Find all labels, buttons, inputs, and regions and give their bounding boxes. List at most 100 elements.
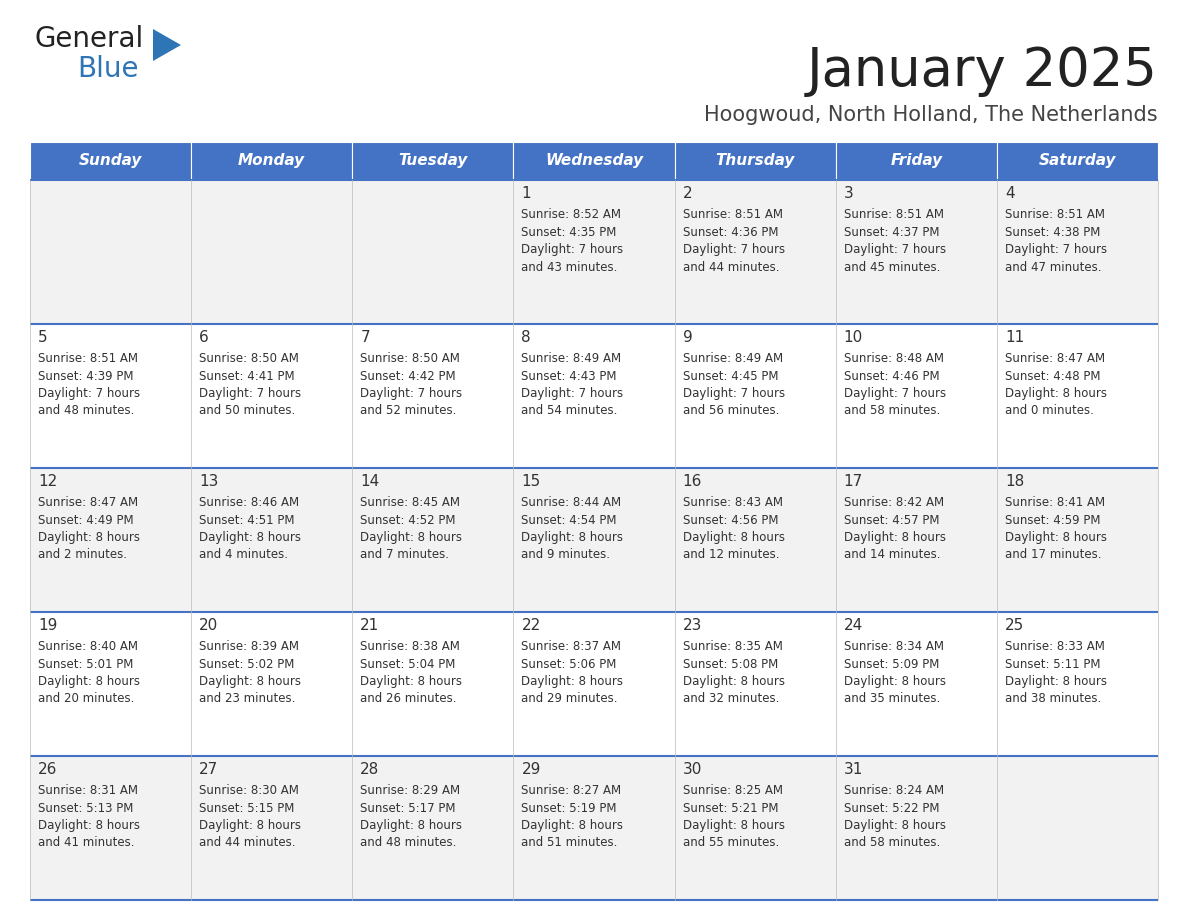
Text: 8: 8	[522, 330, 531, 345]
Text: and 14 minutes.: and 14 minutes.	[843, 548, 940, 562]
Text: Sunset: 5:09 PM: Sunset: 5:09 PM	[843, 657, 939, 670]
Text: Daylight: 8 hours: Daylight: 8 hours	[522, 819, 624, 832]
Text: Sunset: 4:51 PM: Sunset: 4:51 PM	[200, 513, 295, 527]
Text: Daylight: 8 hours: Daylight: 8 hours	[200, 531, 301, 544]
Text: Daylight: 7 hours: Daylight: 7 hours	[522, 243, 624, 256]
Text: Daylight: 7 hours: Daylight: 7 hours	[843, 243, 946, 256]
Text: and 52 minutes.: and 52 minutes.	[360, 405, 456, 418]
Text: Daylight: 8 hours: Daylight: 8 hours	[683, 675, 784, 688]
Text: and 43 minutes.: and 43 minutes.	[522, 261, 618, 274]
Text: and 41 minutes.: and 41 minutes.	[38, 836, 134, 849]
Text: Sunrise: 8:29 AM: Sunrise: 8:29 AM	[360, 784, 461, 797]
Text: 27: 27	[200, 762, 219, 777]
Text: and 0 minutes.: and 0 minutes.	[1005, 405, 1094, 418]
Text: and 38 minutes.: and 38 minutes.	[1005, 692, 1101, 706]
Text: and 26 minutes.: and 26 minutes.	[360, 692, 456, 706]
Text: Sunset: 5:17 PM: Sunset: 5:17 PM	[360, 801, 456, 814]
Text: Sunrise: 8:46 AM: Sunrise: 8:46 AM	[200, 496, 299, 509]
Bar	[835, 142, 997, 180]
Text: Sunrise: 8:44 AM: Sunrise: 8:44 AM	[522, 496, 621, 509]
Text: 30: 30	[683, 762, 702, 777]
Text: and 54 minutes.: and 54 minutes.	[522, 405, 618, 418]
Text: and 2 minutes.: and 2 minutes.	[38, 548, 127, 562]
Bar	[675, 142, 835, 180]
Text: Sunrise: 8:43 AM: Sunrise: 8:43 AM	[683, 496, 783, 509]
Text: Blue: Blue	[77, 55, 139, 83]
Text: 15: 15	[522, 474, 541, 489]
Bar	[191, 142, 353, 180]
Text: Monday: Monday	[238, 153, 305, 169]
Text: and 47 minutes.: and 47 minutes.	[1005, 261, 1101, 274]
Text: Sunrise: 8:50 AM: Sunrise: 8:50 AM	[200, 352, 299, 365]
Text: Hoogwoud, North Holland, The Netherlands: Hoogwoud, North Holland, The Netherlands	[704, 105, 1158, 125]
Text: Saturday: Saturday	[1038, 153, 1117, 169]
Text: and 58 minutes.: and 58 minutes.	[843, 405, 940, 418]
Bar	[30, 142, 191, 180]
Text: Daylight: 8 hours: Daylight: 8 hours	[1005, 531, 1107, 544]
Text: Daylight: 7 hours: Daylight: 7 hours	[1005, 243, 1107, 256]
Text: 3: 3	[843, 186, 853, 201]
Text: Sunrise: 8:38 AM: Sunrise: 8:38 AM	[360, 640, 460, 653]
Text: Sunrise: 8:51 AM: Sunrise: 8:51 AM	[1005, 208, 1105, 221]
Text: and 58 minutes.: and 58 minutes.	[843, 836, 940, 849]
Text: 22: 22	[522, 618, 541, 633]
Text: and 44 minutes.: and 44 minutes.	[200, 836, 296, 849]
Bar	[353, 142, 513, 180]
Text: Thursday: Thursday	[715, 153, 795, 169]
Text: 10: 10	[843, 330, 862, 345]
Text: Sunrise: 8:30 AM: Sunrise: 8:30 AM	[200, 784, 299, 797]
Text: Daylight: 8 hours: Daylight: 8 hours	[360, 675, 462, 688]
Text: Sunset: 4:36 PM: Sunset: 4:36 PM	[683, 226, 778, 239]
Text: 1: 1	[522, 186, 531, 201]
Text: and 50 minutes.: and 50 minutes.	[200, 405, 296, 418]
Text: and 45 minutes.: and 45 minutes.	[843, 261, 940, 274]
Text: 28: 28	[360, 762, 379, 777]
Text: Sunset: 5:08 PM: Sunset: 5:08 PM	[683, 657, 778, 670]
Text: Daylight: 8 hours: Daylight: 8 hours	[200, 819, 301, 832]
Text: Sunset: 4:42 PM: Sunset: 4:42 PM	[360, 370, 456, 383]
Text: and 29 minutes.: and 29 minutes.	[522, 692, 618, 706]
Text: Daylight: 8 hours: Daylight: 8 hours	[360, 819, 462, 832]
Text: 29: 29	[522, 762, 541, 777]
Text: Sunrise: 8:47 AM: Sunrise: 8:47 AM	[1005, 352, 1105, 365]
Text: Daylight: 8 hours: Daylight: 8 hours	[522, 675, 624, 688]
Text: Sunset: 5:11 PM: Sunset: 5:11 PM	[1005, 657, 1100, 670]
Text: Daylight: 8 hours: Daylight: 8 hours	[38, 531, 140, 544]
Text: 5: 5	[38, 330, 48, 345]
Text: and 55 minutes.: and 55 minutes.	[683, 836, 779, 849]
Text: Daylight: 8 hours: Daylight: 8 hours	[843, 675, 946, 688]
Text: Daylight: 8 hours: Daylight: 8 hours	[200, 675, 301, 688]
Text: Sunset: 4:39 PM: Sunset: 4:39 PM	[38, 370, 133, 383]
Text: Wednesday: Wednesday	[545, 153, 643, 169]
Text: 14: 14	[360, 474, 379, 489]
Text: Daylight: 7 hours: Daylight: 7 hours	[200, 387, 302, 400]
Bar	[30, 612, 1158, 756]
Text: Daylight: 8 hours: Daylight: 8 hours	[843, 819, 946, 832]
Text: Friday: Friday	[890, 153, 942, 169]
Text: and 32 minutes.: and 32 minutes.	[683, 692, 779, 706]
Text: Sunset: 5:21 PM: Sunset: 5:21 PM	[683, 801, 778, 814]
Text: Sunrise: 8:50 AM: Sunrise: 8:50 AM	[360, 352, 460, 365]
Text: and 20 minutes.: and 20 minutes.	[38, 692, 134, 706]
Text: Sunset: 4:45 PM: Sunset: 4:45 PM	[683, 370, 778, 383]
Bar	[513, 142, 675, 180]
Text: Sunrise: 8:24 AM: Sunrise: 8:24 AM	[843, 784, 943, 797]
Text: Sunset: 4:56 PM: Sunset: 4:56 PM	[683, 513, 778, 527]
Text: Sunrise: 8:34 AM: Sunrise: 8:34 AM	[843, 640, 943, 653]
Text: Daylight: 7 hours: Daylight: 7 hours	[683, 387, 785, 400]
Text: Sunset: 4:59 PM: Sunset: 4:59 PM	[1005, 513, 1100, 527]
Text: Sunset: 5:13 PM: Sunset: 5:13 PM	[38, 801, 133, 814]
Text: 13: 13	[200, 474, 219, 489]
Text: Sunrise: 8:45 AM: Sunrise: 8:45 AM	[360, 496, 460, 509]
Text: 17: 17	[843, 474, 862, 489]
Text: Sunrise: 8:40 AM: Sunrise: 8:40 AM	[38, 640, 138, 653]
Text: Sunrise: 8:49 AM: Sunrise: 8:49 AM	[683, 352, 783, 365]
Bar	[997, 142, 1158, 180]
Text: Sunrise: 8:42 AM: Sunrise: 8:42 AM	[843, 496, 943, 509]
Text: 6: 6	[200, 330, 209, 345]
Text: Daylight: 7 hours: Daylight: 7 hours	[843, 387, 946, 400]
Text: Sunrise: 8:47 AM: Sunrise: 8:47 AM	[38, 496, 138, 509]
Text: 18: 18	[1005, 474, 1024, 489]
Text: Sunset: 5:22 PM: Sunset: 5:22 PM	[843, 801, 940, 814]
Text: Daylight: 7 hours: Daylight: 7 hours	[683, 243, 785, 256]
